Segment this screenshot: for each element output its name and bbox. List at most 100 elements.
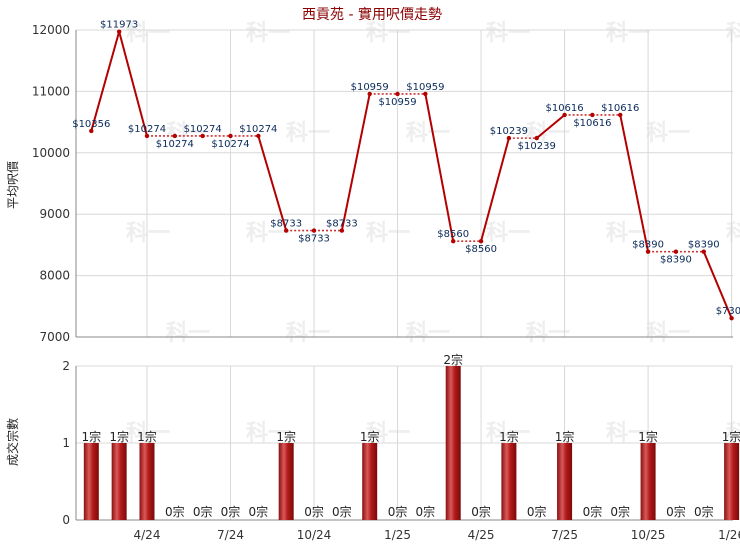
price-segment-16 [536, 114, 566, 139]
count-label-3: 0宗 [165, 504, 185, 519]
count-label-19: 0宗 [610, 504, 630, 519]
count-label-10: 1宗 [360, 429, 380, 444]
watermark-27: 科一 [486, 421, 530, 446]
price-label-19: $10616 [601, 103, 639, 114]
count-y-axis-label: 成交宗數 [5, 418, 20, 466]
watermark-1: 科一 [246, 21, 290, 46]
count-label-14: 0宗 [471, 504, 491, 519]
count-x-tick-4: 4/25 [468, 528, 495, 542]
price-point-6 [256, 133, 261, 139]
count-x-ticks: 4/24 7/24 10/24 1/25 4/25 7/25 10/25 1/26 [134, 528, 740, 542]
watermark-4: 科一 [606, 21, 650, 46]
count-label-4: 0宗 [193, 504, 213, 519]
count-x-tick-6: 10/25 [631, 528, 666, 542]
chart-title: 西貢苑 - 實用呎價走勢 [302, 6, 442, 23]
count-bar-0 [83, 443, 99, 520]
price-point-23 [729, 316, 734, 321]
price-label-20: $8390 [632, 240, 664, 251]
price-grid [75, 29, 733, 338]
price-label-22: $8390 [688, 240, 720, 251]
watermark-17: 科一 [726, 221, 740, 246]
watermark-22: 科一 [646, 321, 690, 346]
price-point-0 [89, 128, 94, 134]
count-bar-13 [445, 366, 461, 520]
price-data-labels: $10356 $11973 $10274 $10274 $10274 $10274 $102… [72, 20, 740, 318]
watermark-0: 科一 [126, 21, 170, 46]
watermark-19: 科一 [286, 321, 330, 346]
count-label-20: 1宗 [638, 429, 658, 444]
watermark-18: 科一 [166, 321, 210, 346]
price-label-15: $10239 [490, 126, 528, 137]
count-label-21: 0宗 [666, 504, 686, 519]
price-label-8: $8733 [298, 234, 330, 245]
count-label-2: 1宗 [137, 429, 157, 444]
count-bars [83, 366, 740, 520]
price-point-19 [618, 112, 623, 118]
count-bar-15 [501, 443, 517, 520]
price-points [89, 29, 734, 321]
watermark-3: 科一 [486, 21, 530, 46]
watermark-layer: 科一科一科一科一科一科一科一科一科一科一科一科一科一科一科一科一科一科一科一科一… [126, 21, 740, 446]
price-y-ticks: 7000 8000 9000 10000 11000 12000 [32, 23, 70, 344]
price-label-16: $10239 [518, 141, 556, 152]
watermark-13: 科一 [246, 221, 290, 246]
price-segment-19 [619, 114, 650, 252]
price-y-tick-2: 9000 [39, 207, 70, 221]
count-label-8: 0宗 [304, 504, 324, 519]
price-point-15 [506, 135, 512, 141]
watermark-7: 科一 [286, 121, 330, 146]
price-point-17 [562, 112, 567, 118]
watermark-5: 科一 [726, 21, 740, 46]
watermark-28: 科一 [606, 421, 650, 446]
watermark-8: 科一 [406, 121, 450, 146]
count-x-tick-7: 1/26 [718, 528, 740, 542]
watermark-2: 科一 [366, 21, 410, 46]
count-label-23: 1宗 [722, 429, 740, 444]
price-label-3: $10274 [156, 139, 194, 150]
count-bar-10 [362, 443, 378, 520]
price-point-5 [228, 133, 233, 139]
price-label-18: $10616 [573, 118, 611, 129]
price-label-9: $8733 [326, 219, 358, 230]
price-line [90, 31, 733, 319]
watermark-14: 科一 [366, 221, 410, 246]
price-segment-6 [257, 135, 288, 231]
count-label-18: 0宗 [583, 504, 603, 519]
price-label-21: $8390 [660, 255, 692, 266]
count-bar-23 [724, 443, 740, 520]
count-bar-7 [278, 443, 294, 520]
price-label-2: $10274 [128, 124, 166, 135]
count-label-9: 0宗 [332, 504, 352, 519]
price-segment-1 [118, 31, 148, 137]
count-x-tick-0: 4/24 [134, 528, 161, 542]
count-label-0: 1宗 [81, 429, 101, 444]
count-y-ticks: 0 1 2 [62, 359, 70, 527]
count-x-tick-2: 10/24 [297, 528, 332, 542]
count-x-tick-1: 7/24 [217, 528, 244, 542]
price-y-tick-4: 11000 [32, 84, 70, 98]
price-label-14: $8560 [465, 244, 497, 255]
price-point-9 [339, 228, 345, 233]
price-point-2 [144, 133, 150, 139]
price-label-23: $7306 [716, 306, 740, 317]
count-y-tick-1: 1 [62, 436, 70, 450]
price-label-17: $10616 [545, 103, 583, 114]
count-data-labels: 1宗 1宗 1宗 0宗 0宗 0宗 0宗 1宗 0宗 0宗 1宗 0宗 0宗 2宗 0宗 1宗 0宗 1宗 0宗 0宗… [81, 352, 740, 519]
price-point-13 [451, 239, 456, 244]
price-label-13: $8560 [437, 229, 469, 240]
price-segment-0 [90, 31, 121, 132]
price-segment-12 [424, 93, 455, 242]
count-label-5: 0宗 [221, 504, 241, 519]
price-point-10 [367, 91, 372, 97]
watermark-10: 科一 [646, 121, 690, 146]
watermark-6: 科一 [166, 121, 210, 146]
price-segment-14 [480, 137, 510, 242]
price-point-3 [172, 133, 178, 139]
count-x-tick-3: 1/25 [384, 528, 411, 542]
price-label-4: $10274 [184, 124, 222, 135]
price-y-tick-1: 8000 [39, 269, 70, 283]
price-label-6: $10274 [239, 124, 277, 135]
count-label-15: 1宗 [499, 429, 519, 444]
count-label-12: 0宗 [416, 504, 436, 519]
price-point-21 [673, 249, 679, 254]
